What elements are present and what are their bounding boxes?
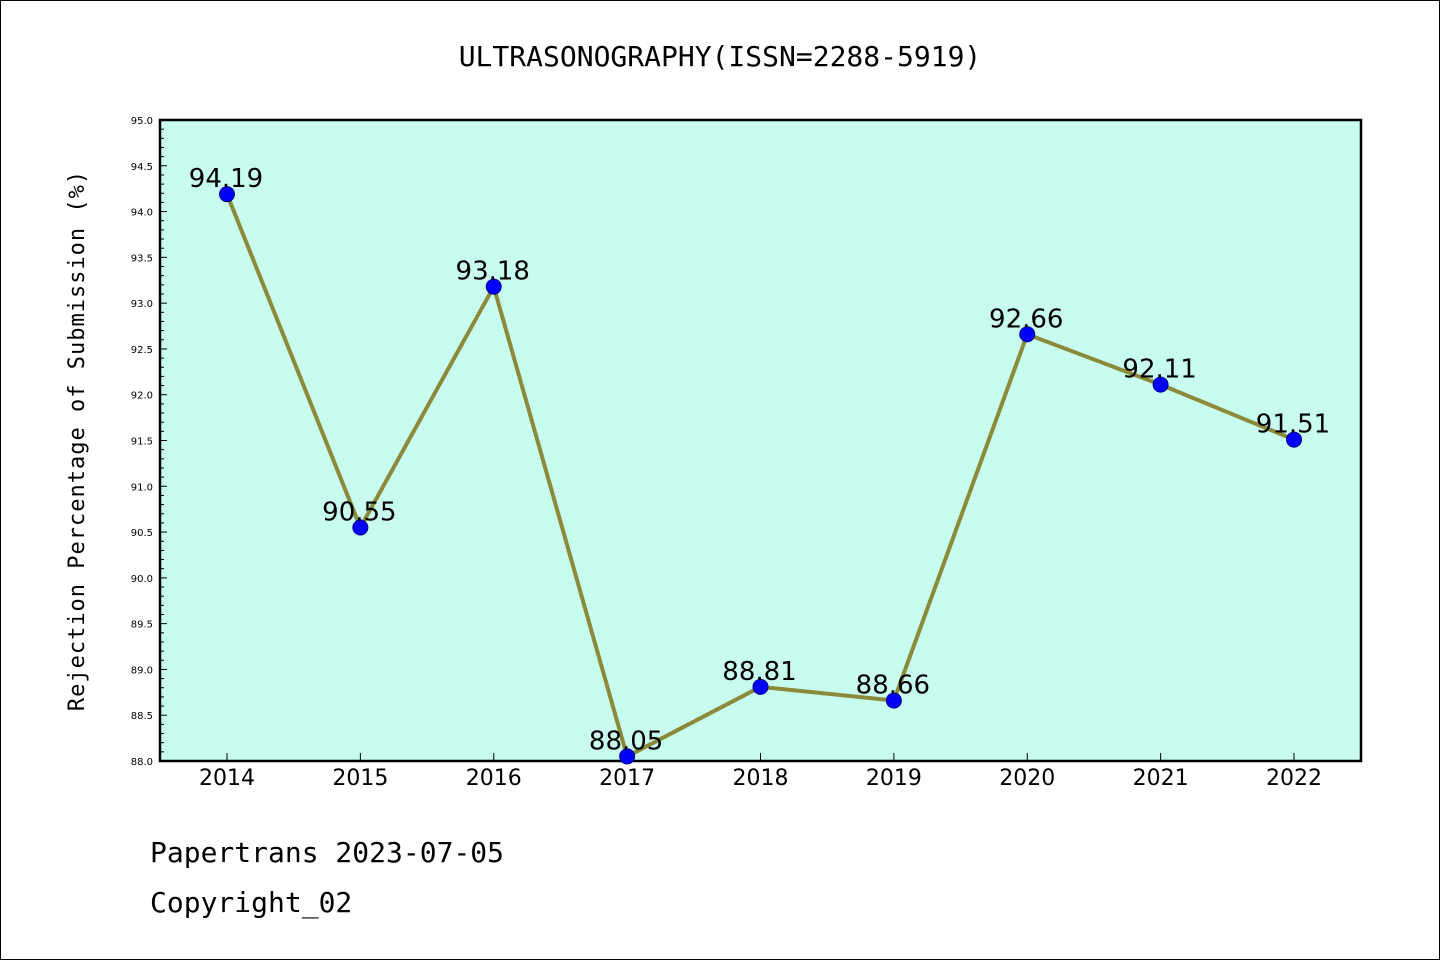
data-point [1152, 376, 1169, 393]
data-point [219, 186, 235, 203]
x-tick-label: 2019 [866, 766, 922, 791]
data-label: 90.55 [322, 497, 396, 527]
data-label: 93.18 [456, 257, 530, 287]
y-tick-label: 92.0 [131, 391, 153, 402]
y-axis-label: Rejection Percentage of Submission (%) [65, 170, 90, 711]
footer-date: Papertrans 2023-07-05 [150, 836, 505, 869]
x-tick-label: 2017 [599, 766, 655, 791]
x-tick-label: 2016 [466, 766, 522, 791]
chart-title: ULTRASONOGRAPHY(ISSN=2288-5919) [459, 40, 982, 73]
y-tick-label: 90.0 [131, 574, 153, 585]
data-label: 88.81 [722, 657, 796, 687]
y-tick-label: 91.5 [131, 437, 153, 448]
y-tick-label: 93.5 [131, 253, 153, 264]
data-point [619, 748, 636, 765]
data-label: 92.11 [1122, 355, 1196, 385]
plot-area [158, 118, 1363, 763]
y-tick-label: 89.0 [131, 665, 153, 676]
data-point [885, 692, 902, 709]
data-label: 88.66 [856, 671, 930, 701]
footer-copyright: Copyright_02 [150, 886, 353, 919]
x-tick-label: 2022 [1266, 766, 1322, 791]
x-tick-label: 2020 [999, 766, 1055, 791]
y-tick-label: 94.0 [131, 208, 153, 219]
x-tick-label: 2021 [1133, 766, 1189, 791]
series-layer: 94.19 90.55 93.18 88.05 88.81 88.66 92.66 92.11… [189, 164, 1330, 765]
data-label: 94.19 [189, 164, 263, 194]
y-tick-label: 90.5 [131, 528, 153, 539]
x-tick-label: 2018 [733, 766, 789, 791]
data-point [352, 519, 369, 536]
data-label: 92.66 [989, 304, 1063, 334]
y-tick-label: 94.5 [131, 162, 153, 173]
data-point [752, 678, 769, 695]
data-label: 91.51 [1256, 410, 1330, 440]
x-tick-label: 2014 [199, 766, 255, 791]
data-point [1019, 326, 1036, 343]
y-tick-label: 93.0 [131, 299, 153, 310]
x-tick-label: 2015 [332, 766, 388, 791]
y-tick-label: 95.0 [131, 116, 153, 127]
y-tick-label: 92.5 [131, 345, 153, 356]
y-tick-label: 88.5 [131, 711, 153, 722]
y-tick-label: 91.0 [131, 482, 153, 493]
y-tick-label: 88.0 [131, 757, 153, 768]
x-axis: 2014 2015 2016 2017 2018 2019 2020 2021 2022 [199, 753, 1322, 791]
data-point [1286, 431, 1302, 448]
y-axis: 88.0 88.5 89.0 89.5 90.0 90.5 91.0 91.5 92.0 92.5… [131, 116, 167, 768]
data-label: 88.05 [589, 726, 663, 756]
y-tick-label: 89.5 [131, 620, 153, 631]
data-point [485, 278, 502, 295]
